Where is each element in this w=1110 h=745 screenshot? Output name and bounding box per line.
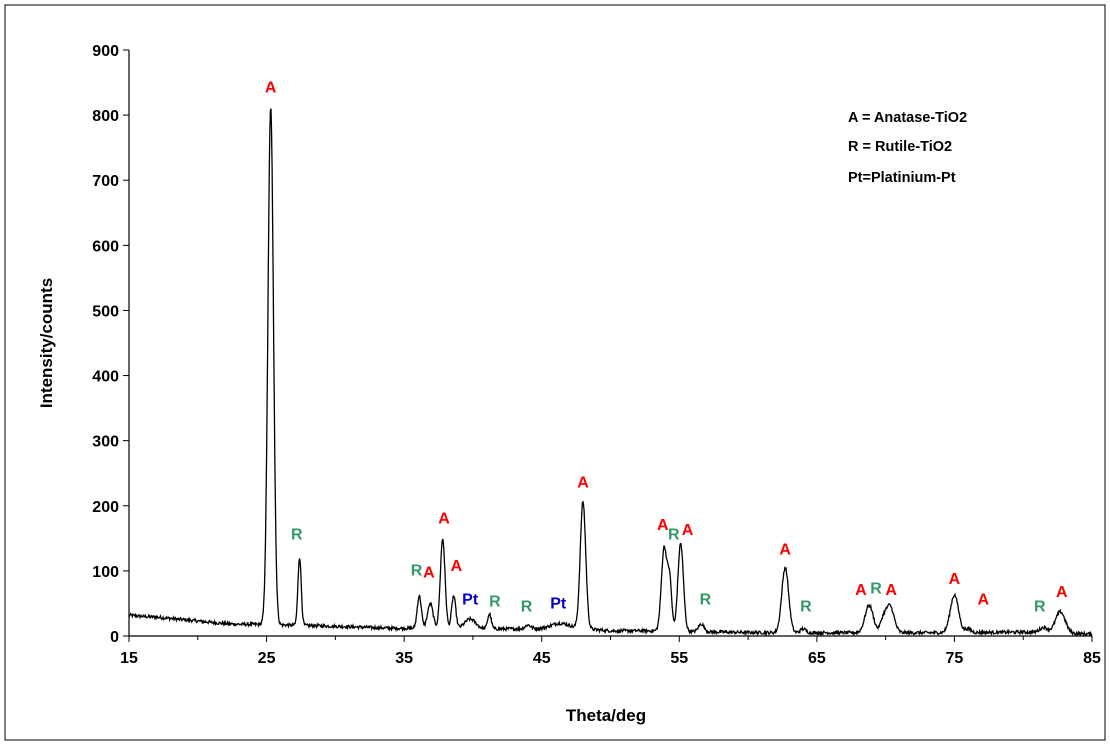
peak-label-r: R	[291, 527, 303, 544]
peak-label-a: A	[438, 510, 450, 527]
peak-label-a: A	[885, 582, 897, 599]
peak-label-a: A	[577, 475, 589, 492]
peak-label-r: R	[521, 598, 533, 615]
peak-label-a: A	[1056, 584, 1068, 601]
peak-label-r: R	[700, 592, 712, 609]
legend-entry-anatase: A = Anatase-TiO2	[848, 110, 967, 126]
legend-entry-platinum: Pt=Platinium-Pt	[848, 170, 956, 186]
y-tick-label: 100	[92, 564, 119, 581]
y-ticks: 0 100 200 300 400 500 600 700 800 900	[92, 43, 129, 646]
x-tick-label: 65	[808, 650, 826, 667]
legend: A = Anatase-TiO2 R = Rutile-TiO2 Pt=Plat…	[848, 110, 967, 186]
peak-label-a: A	[949, 571, 961, 588]
y-tick-label: 600	[92, 238, 119, 255]
peak-label-r: R	[668, 527, 680, 544]
peak-label-a: A	[978, 592, 990, 609]
peak-label-r: R	[411, 562, 423, 579]
xrd-pattern-line	[128, 108, 1093, 638]
peak-label-r: R	[870, 581, 882, 598]
peak-label-pt: Pt	[462, 592, 479, 609]
peak-label-a: A	[265, 79, 277, 96]
x-tick-label: 15	[120, 650, 138, 667]
x-axis-label: Theta/deg	[566, 706, 646, 725]
peak-label-a: A	[682, 522, 694, 539]
y-tick-label: 500	[92, 303, 119, 320]
y-axis-label: Intensity/counts	[37, 278, 56, 408]
x-tick-label: 45	[533, 650, 551, 667]
y-tick-label: 900	[92, 43, 119, 60]
y-tick-label: 200	[92, 499, 119, 516]
x-tick-label: 85	[1083, 650, 1101, 667]
x-tick-label: 25	[258, 650, 276, 667]
x-tick-label: 35	[395, 650, 413, 667]
peak-label-r: R	[800, 598, 812, 615]
peak-label-a: A	[657, 517, 669, 534]
peak-label-pt: Pt	[550, 596, 567, 613]
y-tick-label: 700	[92, 173, 119, 190]
peak-label-r: R	[1034, 598, 1046, 615]
peak-label-a: A	[779, 542, 791, 559]
chart-border	[4, 4, 1106, 741]
x-tick-label: 75	[946, 650, 964, 667]
y-tick-label: 300	[92, 434, 119, 451]
y-tick-label: 0	[110, 629, 119, 646]
peak-label-a: A	[855, 582, 867, 599]
peak-label-a: A	[423, 564, 435, 581]
y-tick-label: 800	[92, 108, 119, 125]
peak-label-a: A	[451, 558, 463, 575]
y-tick-label: 400	[92, 369, 119, 386]
legend-entry-rutile: R = Rutile-TiO2	[848, 139, 952, 155]
peak-label-r: R	[489, 594, 501, 611]
x-ticks: 15 25 35 45 55 65 75 85	[120, 636, 1101, 667]
x-tick-label: 55	[670, 650, 688, 667]
